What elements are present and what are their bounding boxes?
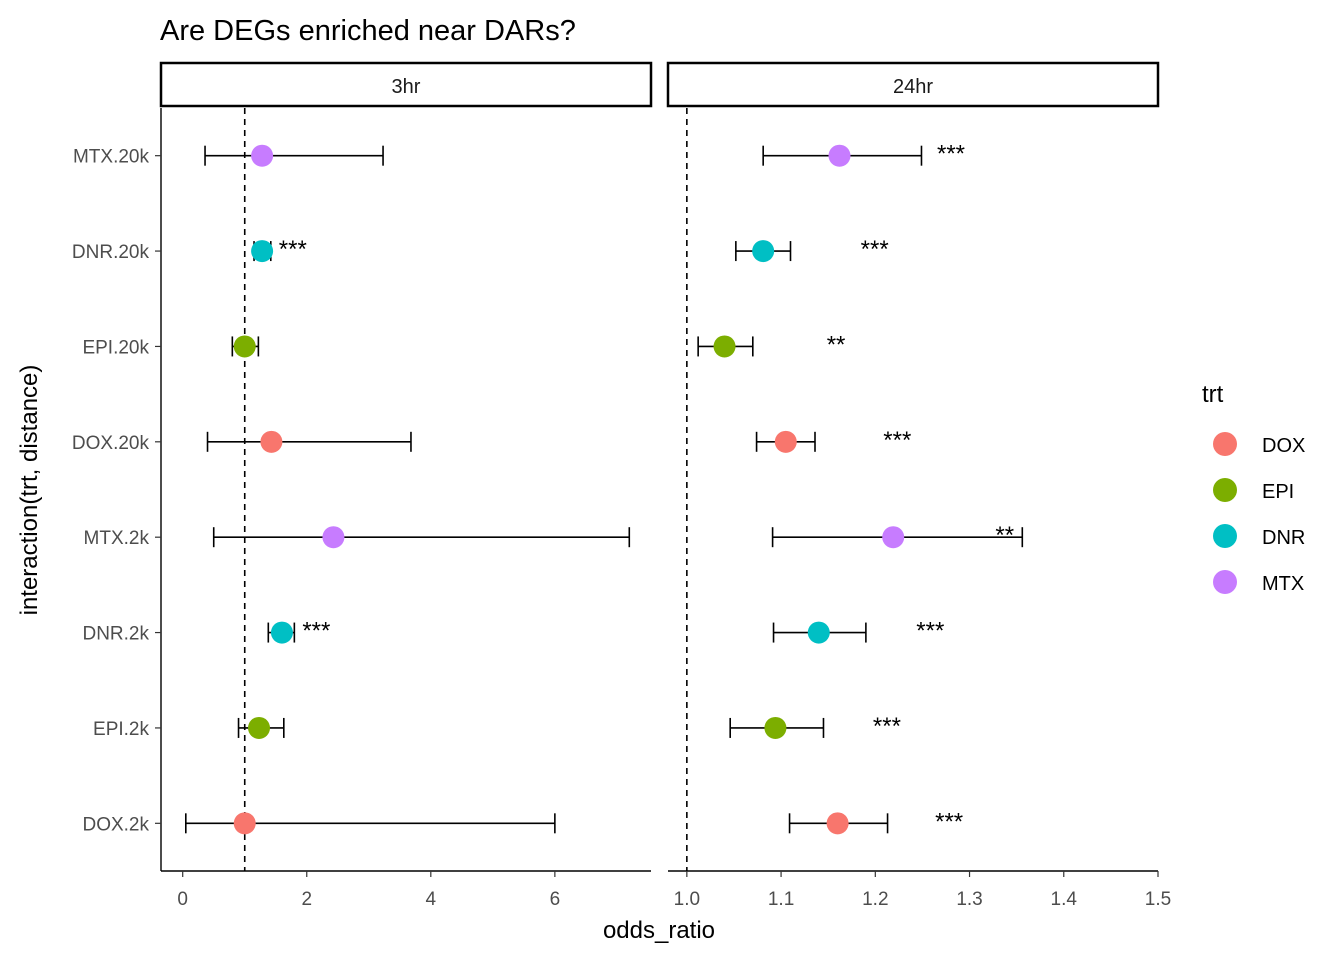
- data-point: [322, 526, 345, 549]
- data-point: [828, 144, 851, 167]
- x-tick-label: 1.5: [1145, 889, 1171, 910]
- chart-title: Are DEGs enriched near DARs?: [160, 15, 576, 47]
- data-point: [774, 430, 797, 453]
- data-point: [233, 335, 256, 358]
- significance-label: ***: [861, 236, 889, 263]
- data-point: [251, 144, 274, 167]
- x-tick-label: 2: [301, 889, 312, 910]
- panel-3hr: 3hr DOX.2k EPI.2k DNR.2k MTX.2k DOX.20k EPI.20…: [72, 61, 653, 910]
- legend-label: DOX: [1262, 435, 1305, 457]
- x-tick-label: 1.2: [862, 889, 888, 910]
- y-tick-label: DNR.20k: [72, 242, 150, 263]
- legend-key: [1213, 432, 1237, 456]
- x-tick-label: 1.0: [674, 889, 700, 910]
- y-axis-title: interaction(trt, distance): [16, 365, 43, 616]
- y-tick-label: EPI.2k: [93, 719, 149, 740]
- strip-box: [159, 61, 653, 108]
- significance-label: ***: [937, 141, 965, 168]
- x-tick-label: 0: [177, 889, 188, 910]
- y-tick-label: MTX.2k: [84, 528, 150, 549]
- legend-item: EPI: [1213, 478, 1294, 503]
- error-bar: [212, 527, 631, 548]
- y-tick-label: DOX.20k: [72, 433, 150, 454]
- legend: trt DOX EPI DNR MTX: [1202, 381, 1305, 595]
- legend-key: [1213, 570, 1237, 594]
- significance-label: **: [995, 522, 1014, 549]
- legend-label: DNR: [1262, 527, 1305, 549]
- strip-label: 24hr: [893, 76, 933, 98]
- data-point: [233, 812, 256, 835]
- data-point: [270, 621, 293, 644]
- y-tick-label: MTX.20k: [73, 147, 150, 168]
- data-point: [826, 812, 849, 835]
- legend-label: MTX: [1262, 573, 1304, 595]
- significance-label: ***: [873, 713, 901, 740]
- significance-label: ***: [302, 618, 330, 645]
- y-tick-label: DOX.2k: [82, 814, 149, 835]
- facet-panels: 3hr DOX.2k EPI.2k DNR.2k MTX.2k DOX.20k EPI.20…: [72, 61, 1171, 910]
- data-point: [807, 621, 830, 644]
- error-bar: [206, 431, 412, 452]
- significance-label: ***: [916, 618, 944, 645]
- significance-label: ***: [279, 236, 307, 263]
- legend-item: DNR: [1213, 524, 1305, 549]
- y-tick-label: DNR.2k: [82, 624, 149, 645]
- data-point: [260, 430, 283, 453]
- x-tick-label: 1.1: [768, 889, 794, 910]
- legend-key: [1213, 478, 1237, 502]
- x-tick-label: 1.3: [956, 889, 982, 910]
- x-tick-label: 1.4: [1051, 889, 1078, 910]
- data-point: [882, 526, 905, 549]
- x-tick-label: 4: [426, 889, 437, 910]
- error-bar: [204, 145, 384, 166]
- legend-key: [1213, 524, 1237, 548]
- data-point: [752, 240, 775, 263]
- data-point: [248, 716, 270, 739]
- x-tick-label: 6: [550, 889, 561, 910]
- y-tick-label: EPI.20k: [82, 337, 149, 358]
- legend-item: DOX: [1213, 432, 1305, 457]
- significance-label: ***: [935, 808, 963, 835]
- data-point: [764, 716, 787, 739]
- x-axis-title: odds_ratio: [603, 917, 715, 944]
- data-point: [713, 335, 736, 358]
- strip-label: 3hr: [392, 76, 421, 98]
- significance-label: **: [827, 331, 846, 358]
- significance-label: ***: [883, 427, 911, 454]
- data-point: [251, 240, 274, 263]
- legend-label: EPI: [1262, 481, 1294, 503]
- strip-box: [666, 61, 1160, 108]
- legend-item: MTX: [1213, 570, 1304, 595]
- legend-title: trt: [1202, 381, 1224, 408]
